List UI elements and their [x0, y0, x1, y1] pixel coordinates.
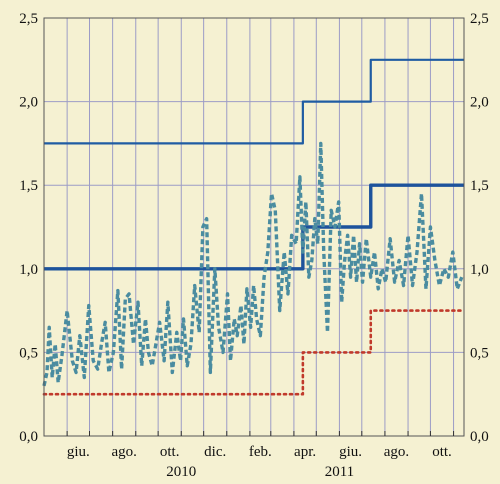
- y-tick-label-right: 0,0: [470, 429, 489, 445]
- x-tick-label: ago.: [111, 444, 136, 460]
- y-tick-label-left: 1,0: [19, 262, 38, 278]
- x-tick-label: apr.: [294, 444, 316, 460]
- y-tick-label-right: 1,5: [470, 178, 489, 194]
- tick-labels: 0,0 0,0 0,5 0,5 1,0 1,0 1,5 1,5 2,0 2,0 2,5 2,5 giu.…: [19, 11, 489, 480]
- y-tick-label-right: 2,5: [470, 11, 489, 27]
- year-label: 2011: [325, 464, 354, 480]
- x-tick-label: ott.: [432, 444, 452, 460]
- x-tick-label: feb.: [249, 444, 272, 460]
- x-tick-label: giu.: [67, 444, 90, 460]
- y-tick-label-right: 2,0: [470, 95, 489, 111]
- x-tick-label: ott.: [160, 444, 180, 460]
- dashed-series-line: [42, 141, 464, 387]
- axes: [43, 17, 465, 437]
- y-tick-label-left: 2,5: [19, 11, 38, 27]
- y-tick-label-left: 0,0: [19, 429, 38, 445]
- x-tick-label: giu.: [339, 444, 362, 460]
- middle-step-line: [44, 183, 464, 271]
- y-tick-label-right: 0,5: [470, 345, 489, 361]
- x-tick-label: ago.: [384, 444, 409, 460]
- year-label: 2010: [166, 464, 196, 480]
- series-layer: [42, 58, 466, 396]
- y-tick-label-left: 0,5: [19, 345, 38, 361]
- y-tick-label-left: 1,5: [19, 178, 38, 194]
- plot-frame: [43, 17, 465, 437]
- y-tick-label-right: 1,0: [470, 262, 489, 278]
- x-tick-label: dic.: [204, 444, 226, 460]
- y-tick-label-left: 2,0: [19, 95, 38, 111]
- dotted-step-line: [42, 309, 466, 396]
- upper-step-line: [44, 58, 464, 145]
